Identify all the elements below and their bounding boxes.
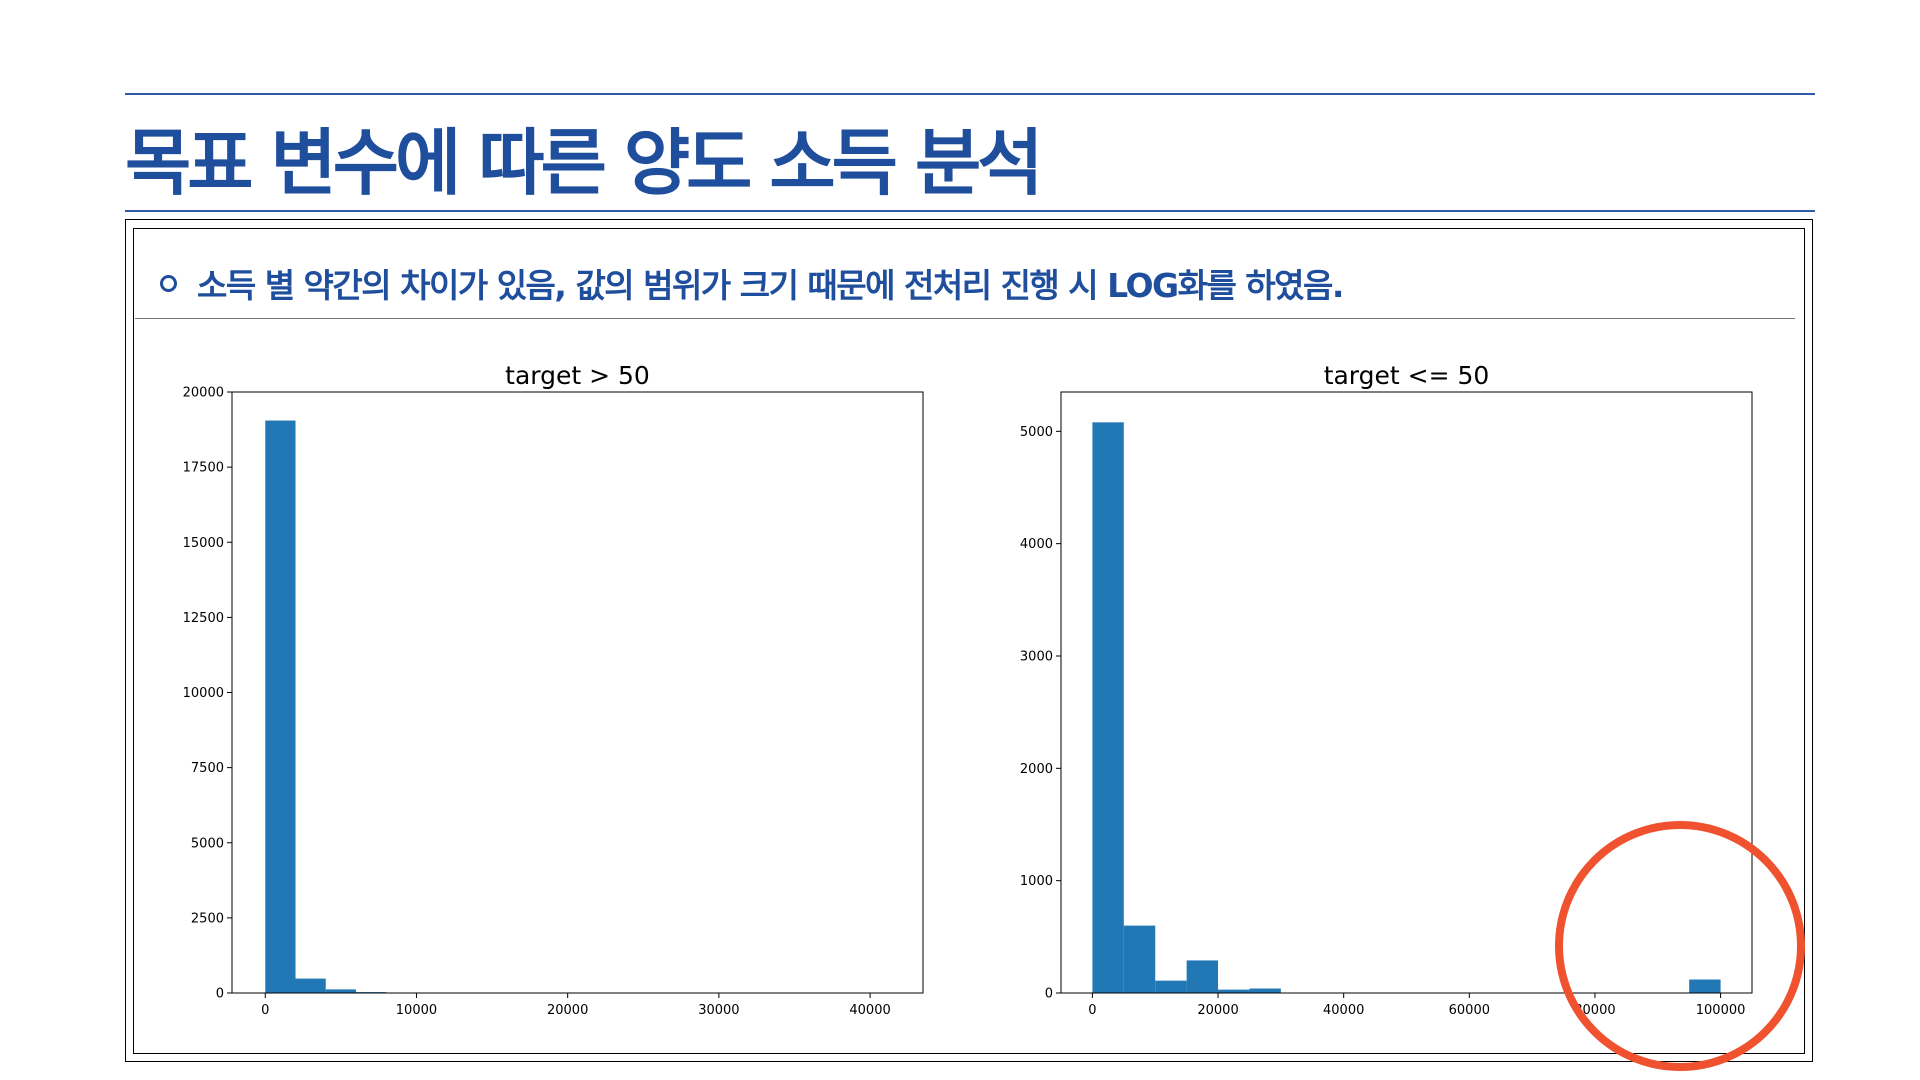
histogram-bar (295, 978, 326, 993)
y-tick-label: 5000 (1020, 425, 1053, 440)
chart-title-right: target <= 50 (1324, 361, 1490, 390)
x-tick-label: 20000 (547, 1003, 588, 1018)
histogram-bar (1218, 989, 1250, 993)
x-tick-label: 0 (261, 1003, 269, 1018)
top-rule (125, 93, 1815, 95)
y-tick-label: 17500 (183, 461, 224, 476)
y-tick-label: 0 (216, 987, 224, 1002)
x-tick-label: 10000 (396, 1003, 437, 1018)
bullet-circle-icon (160, 274, 177, 292)
content-frame-inner (133, 228, 1805, 1054)
histogram-bar (1123, 925, 1156, 993)
highlight-circle (1555, 821, 1805, 1071)
x-tick-label: 0 (1088, 1003, 1096, 1018)
y-tick-label: 10000 (183, 686, 224, 701)
histogram-bar (1186, 960, 1219, 993)
separator-rule (135, 318, 1795, 319)
y-tick-label: 3000 (1020, 649, 1053, 664)
y-tick-label: 2500 (191, 911, 224, 926)
x-tick-label: 30000 (698, 1003, 739, 1018)
slide-title: 목표 변수에 따른 양도 소득 분석 (125, 121, 1043, 205)
bullet-text: 소득 별 약간의 차이가 있음, 값의 범위가 크기 때문에 전처리 진행 시 … (197, 266, 1344, 305)
y-tick-label: 2000 (1020, 762, 1053, 777)
histogram-bar (1249, 988, 1281, 993)
y-tick-label: 7500 (191, 761, 224, 776)
x-tick-label: 40000 (1323, 1003, 1364, 1018)
histogram-bar (265, 420, 296, 993)
x-tick-label: 60000 (1449, 1003, 1490, 1018)
content-frame-outer (125, 219, 1813, 1062)
y-tick-label: 4000 (1020, 537, 1053, 552)
y-tick-label: 15000 (183, 536, 224, 551)
histogram-bar (325, 989, 356, 993)
plot-frame (231, 391, 924, 994)
x-tick-label: 40000 (849, 1003, 890, 1018)
histogram-bar (1092, 422, 1124, 994)
y-tick-label: 12500 (183, 611, 224, 626)
y-tick-label: 5000 (191, 836, 224, 851)
y-tick-label: 20000 (183, 386, 224, 401)
plot-frame (1060, 391, 1753, 994)
y-tick-label: 1000 (1020, 874, 1053, 889)
bullet-point: 소득 별 약간의 차이가 있음, 값의 범위가 크기 때문에 전처리 진행 시 … (160, 258, 1344, 308)
x-tick-label: 20000 (1197, 1003, 1238, 1018)
histogram-bar (1155, 980, 1187, 993)
chart-title-left: target > 50 (505, 361, 650, 390)
y-tick-label: 0 (1045, 987, 1053, 1002)
title-rule (125, 210, 1815, 212)
histogram-left: target > 50 0 10000 20000 30000 40000 0 2500 50… (183, 361, 924, 1018)
